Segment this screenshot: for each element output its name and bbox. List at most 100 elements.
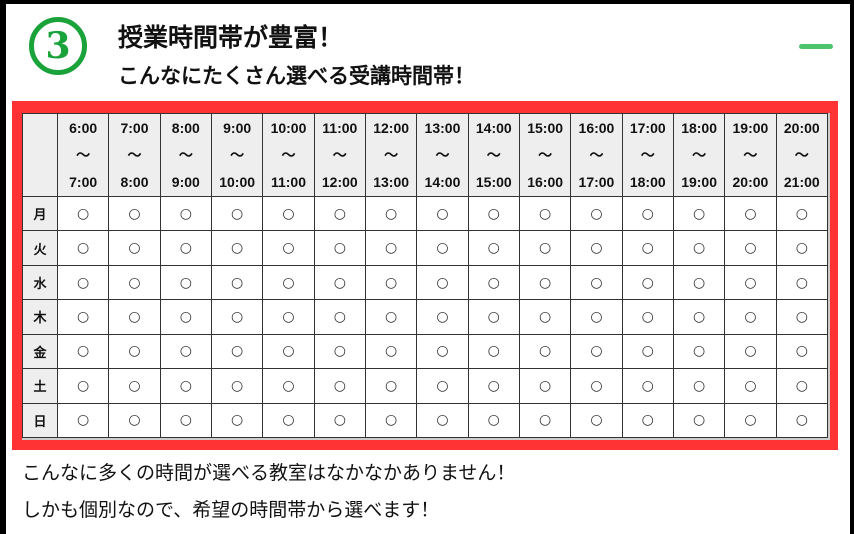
- day-label: 木: [22, 299, 58, 335]
- range-separator: ～: [332, 146, 347, 163]
- availability-mark: ○: [159, 264, 212, 301]
- table-row: 土 ○ ○ ○ ○ ○ ○ ○ ○ ○ ○ ○ ○ ○ ○ ○: [22, 368, 829, 404]
- availability-mark: ○: [724, 333, 777, 370]
- section-title: 授業時間帯が豊富！: [118, 23, 344, 52]
- availability-mark: ○: [467, 402, 520, 439]
- slot-end: 18:00: [629, 173, 666, 190]
- availability-mark: ○: [570, 333, 623, 370]
- slot-start: 7:00: [120, 119, 149, 136]
- availability-mark: ○: [159, 195, 212, 232]
- schedule-table-wrap: 6:00 ～ 7:00 7:00 ～ 8:00 8:00 ～ 9:00 9:00 ～ 10:00 10:…: [22, 113, 830, 440]
- time-slot-header: 8:00 ～ 9:00: [159, 113, 212, 197]
- availability-mark: ○: [672, 368, 726, 404]
- range-separator: ～: [486, 146, 501, 163]
- range-separator: ～: [794, 146, 809, 163]
- availability-mark: ○: [775, 402, 829, 439]
- availability-mark: ○: [210, 368, 264, 404]
- availability-mark: ○: [621, 333, 674, 370]
- availability-mark: ○: [724, 402, 777, 439]
- slot-end: 16:00: [527, 173, 564, 190]
- availability-mark: ○: [262, 299, 315, 335]
- availability-mark: ○: [108, 195, 161, 232]
- availability-mark: ○: [724, 195, 777, 232]
- day-label: 日: [22, 402, 58, 439]
- time-slot-header: 17:00 ～ 18:00: [621, 113, 674, 197]
- table-row: 金 ○ ○ ○ ○ ○ ○ ○ ○ ○ ○ ○ ○ ○ ○ ○: [22, 333, 829, 370]
- table-row: 月 ○ ○ ○ ○ ○ ○ ○ ○ ○ ○ ○ ○ ○ ○ ○: [22, 195, 829, 232]
- availability-mark: ○: [518, 195, 572, 232]
- availability-mark: ○: [621, 264, 674, 301]
- range-separator: ～: [435, 146, 450, 163]
- time-slot-header: 13:00 ～ 14:00: [416, 113, 469, 197]
- time-slot-header: 15:00 ～ 16:00: [518, 113, 572, 197]
- availability-mark: ○: [724, 264, 777, 301]
- availability-mark: ○: [775, 368, 829, 404]
- time-slot-header: 11:00 ～ 12:00: [313, 113, 366, 197]
- table-row: 木 ○ ○ ○ ○ ○ ○ ○ ○ ○ ○ ○ ○ ○ ○ ○: [22, 299, 829, 335]
- minus-icon[interactable]: [799, 44, 833, 49]
- availability-mark: ○: [313, 299, 366, 335]
- availability-mark: ○: [621, 402, 674, 439]
- availability-mark: ○: [467, 195, 520, 232]
- availability-mark: ○: [210, 230, 264, 266]
- slot-end: 11:00: [270, 173, 306, 190]
- slot-start: 16:00: [578, 119, 615, 136]
- availability-mark: ○: [570, 368, 623, 404]
- slot-end: 20:00: [732, 173, 769, 190]
- availability-mark: ○: [313, 368, 366, 404]
- slot-end: 13:00: [373, 173, 410, 190]
- availability-mark: ○: [210, 402, 264, 439]
- availability-mark: ○: [108, 299, 161, 335]
- availability-mark: ○: [108, 402, 161, 439]
- availability-mark: ○: [416, 368, 469, 404]
- range-separator: ～: [743, 146, 758, 163]
- range-separator: ～: [76, 146, 91, 163]
- availability-mark: ○: [56, 333, 110, 370]
- day-label: 火: [22, 230, 58, 266]
- availability-mark: ○: [313, 264, 366, 301]
- availability-mark: ○: [416, 195, 469, 232]
- slot-end: 10:00: [219, 173, 256, 190]
- availability-mark: ○: [621, 299, 674, 335]
- availability-mark: ○: [570, 299, 623, 335]
- availability-mark: ○: [364, 402, 418, 439]
- time-slot-header: 16:00 ～ 17:00: [570, 113, 623, 197]
- slot-end: 15:00: [475, 173, 512, 190]
- availability-mark: ○: [416, 402, 469, 439]
- availability-mark: ○: [313, 402, 366, 439]
- availability-mark: ○: [775, 230, 829, 266]
- slot-start: 10:00: [270, 119, 307, 136]
- slot-end: 8:00: [120, 173, 149, 190]
- availability-mark: ○: [672, 402, 726, 439]
- availability-mark: ○: [210, 264, 264, 301]
- time-slot-header: 20:00 ～ 21:00: [775, 113, 829, 197]
- slot-start: 12:00: [373, 119, 410, 136]
- slot-start: 13:00: [424, 119, 461, 136]
- availability-mark: ○: [416, 264, 469, 301]
- availability-mark: ○: [416, 230, 469, 266]
- availability-mark: ○: [313, 230, 366, 266]
- availability-mark: ○: [56, 195, 110, 232]
- availability-mark: ○: [518, 333, 572, 370]
- availability-mark: ○: [416, 299, 469, 335]
- time-slot-header: 6:00 ～ 7:00: [56, 113, 110, 197]
- body-text-line: こんなに多くの時間が選べる教室はなかなかありません！: [22, 462, 516, 484]
- availability-mark: ○: [724, 299, 777, 335]
- table-row: 水 ○ ○ ○ ○ ○ ○ ○ ○ ○ ○ ○ ○ ○ ○ ○: [22, 264, 829, 301]
- range-separator: ～: [384, 146, 399, 163]
- availability-mark: ○: [313, 195, 366, 232]
- availability-mark: ○: [570, 402, 623, 439]
- availability-mark: ○: [621, 230, 674, 266]
- availability-mark: ○: [262, 264, 315, 301]
- availability-mark: ○: [518, 402, 572, 439]
- availability-mark: ○: [159, 368, 212, 404]
- section-subtitle: こんなにたくさん選べる受講時間帯！: [118, 64, 475, 88]
- availability-mark: ○: [518, 299, 572, 335]
- availability-mark: ○: [672, 264, 726, 301]
- slot-end: 7:00: [69, 173, 98, 190]
- time-slot-header: 19:00 ～ 20:00: [724, 113, 777, 197]
- availability-mark: ○: [467, 368, 520, 404]
- slot-end: 21:00: [783, 173, 820, 190]
- availability-mark: ○: [56, 299, 110, 335]
- availability-mark: ○: [262, 402, 315, 439]
